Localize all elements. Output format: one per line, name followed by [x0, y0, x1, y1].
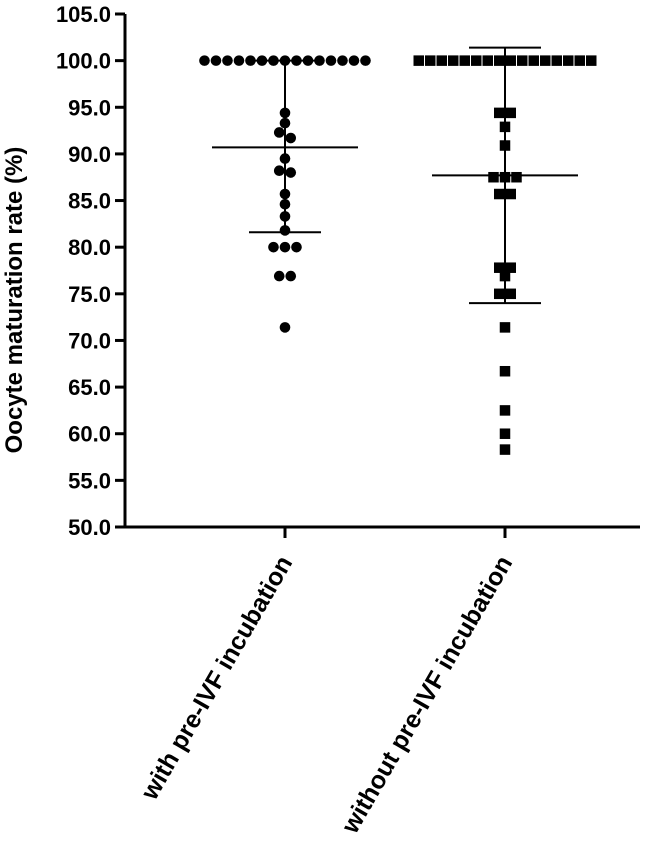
data-point-circle: [285, 270, 297, 282]
data-point-circle: [233, 55, 245, 66]
data-point-square: [482, 55, 493, 66]
y-tick-label: 65.0: [68, 375, 111, 400]
data-point-square: [459, 55, 470, 66]
x-category-label: without pre-IVF incubation: [336, 551, 518, 839]
data-point-circle: [279, 322, 291, 333]
data-point-square: [425, 55, 436, 66]
x-ticks: [283, 527, 507, 538]
data-point-circle: [291, 241, 302, 253]
data-point-square: [499, 444, 511, 455]
data-point-square: [499, 428, 511, 439]
data-point-circle: [360, 55, 371, 66]
y-tick-label: 105.0: [56, 2, 111, 27]
y-tick-label: 80.0: [68, 235, 111, 260]
y-tick-label: 90.0: [68, 142, 111, 167]
y-tick-label: 95.0: [68, 95, 111, 120]
y-tick-label: 85.0: [68, 189, 111, 214]
x-category-label: with pre-IVF incubation: [135, 551, 298, 805]
y-tick-label: 60.0: [68, 422, 111, 447]
y-ticks: 50.0 55.0 60.0 65.0 70.0 75.0 80.0 85.0 90.0 95.0…: [56, 2, 125, 540]
data-point-square: [494, 55, 505, 66]
data-point-square: [505, 107, 516, 119]
data-point-square: [540, 55, 551, 66]
data-point-square: [494, 188, 505, 200]
y-tick-label: 75.0: [68, 282, 111, 307]
data-point-square: [499, 405, 511, 416]
data-point-square: [505, 288, 516, 300]
data-point-square: [499, 365, 511, 377]
axes: [123, 14, 640, 529]
data-point-square: [511, 171, 522, 183]
data-point-square: [488, 171, 499, 183]
data-point-circle: [268, 241, 279, 253]
data-point-square: [574, 55, 585, 66]
error-bars: [212, 46, 578, 305]
data-point-circle: [348, 55, 360, 66]
data-point-circle: [273, 270, 285, 282]
data-point-square: [528, 55, 539, 66]
y-tick-label: 70.0: [68, 328, 111, 353]
data-point-circle: [210, 55, 222, 66]
data-point-square: [494, 288, 505, 300]
data-point-square: [448, 55, 459, 66]
y-axis-title: Oocyte maturation rate (%): [1, 147, 28, 454]
data-markers: [199, 55, 597, 455]
data-point-circle: [279, 241, 291, 253]
data-point-circle: [273, 127, 285, 138]
data-point-square: [413, 55, 424, 66]
data-point-square: [494, 262, 505, 273]
data-point-circle: [325, 55, 337, 66]
data-point-square: [551, 55, 562, 66]
y-tick-label: 100.0: [56, 49, 111, 74]
data-point-circle: [273, 165, 285, 176]
data-point-square: [517, 55, 528, 66]
data-point-square: [494, 107, 505, 119]
data-point-square: [471, 55, 482, 66]
y-tick-label: 55.0: [68, 468, 111, 493]
data-point-square: [586, 55, 597, 66]
data-point-square: [505, 55, 516, 66]
data-point-circle: [285, 132, 297, 144]
category-labels: with pre-IVF incubation without pre-IVF i…: [135, 551, 518, 839]
data-point-square: [436, 55, 447, 66]
data-point-circle: [337, 55, 348, 66]
data-point-circle: [199, 55, 210, 66]
y-tick-label: 50.0: [68, 515, 111, 540]
data-point-circle: [222, 55, 233, 66]
data-point-square: [505, 262, 516, 273]
data-point-square: [563, 55, 574, 66]
data-point-circle: [285, 167, 297, 178]
data-point-square: [499, 322, 511, 333]
data-point-square: [505, 188, 516, 200]
